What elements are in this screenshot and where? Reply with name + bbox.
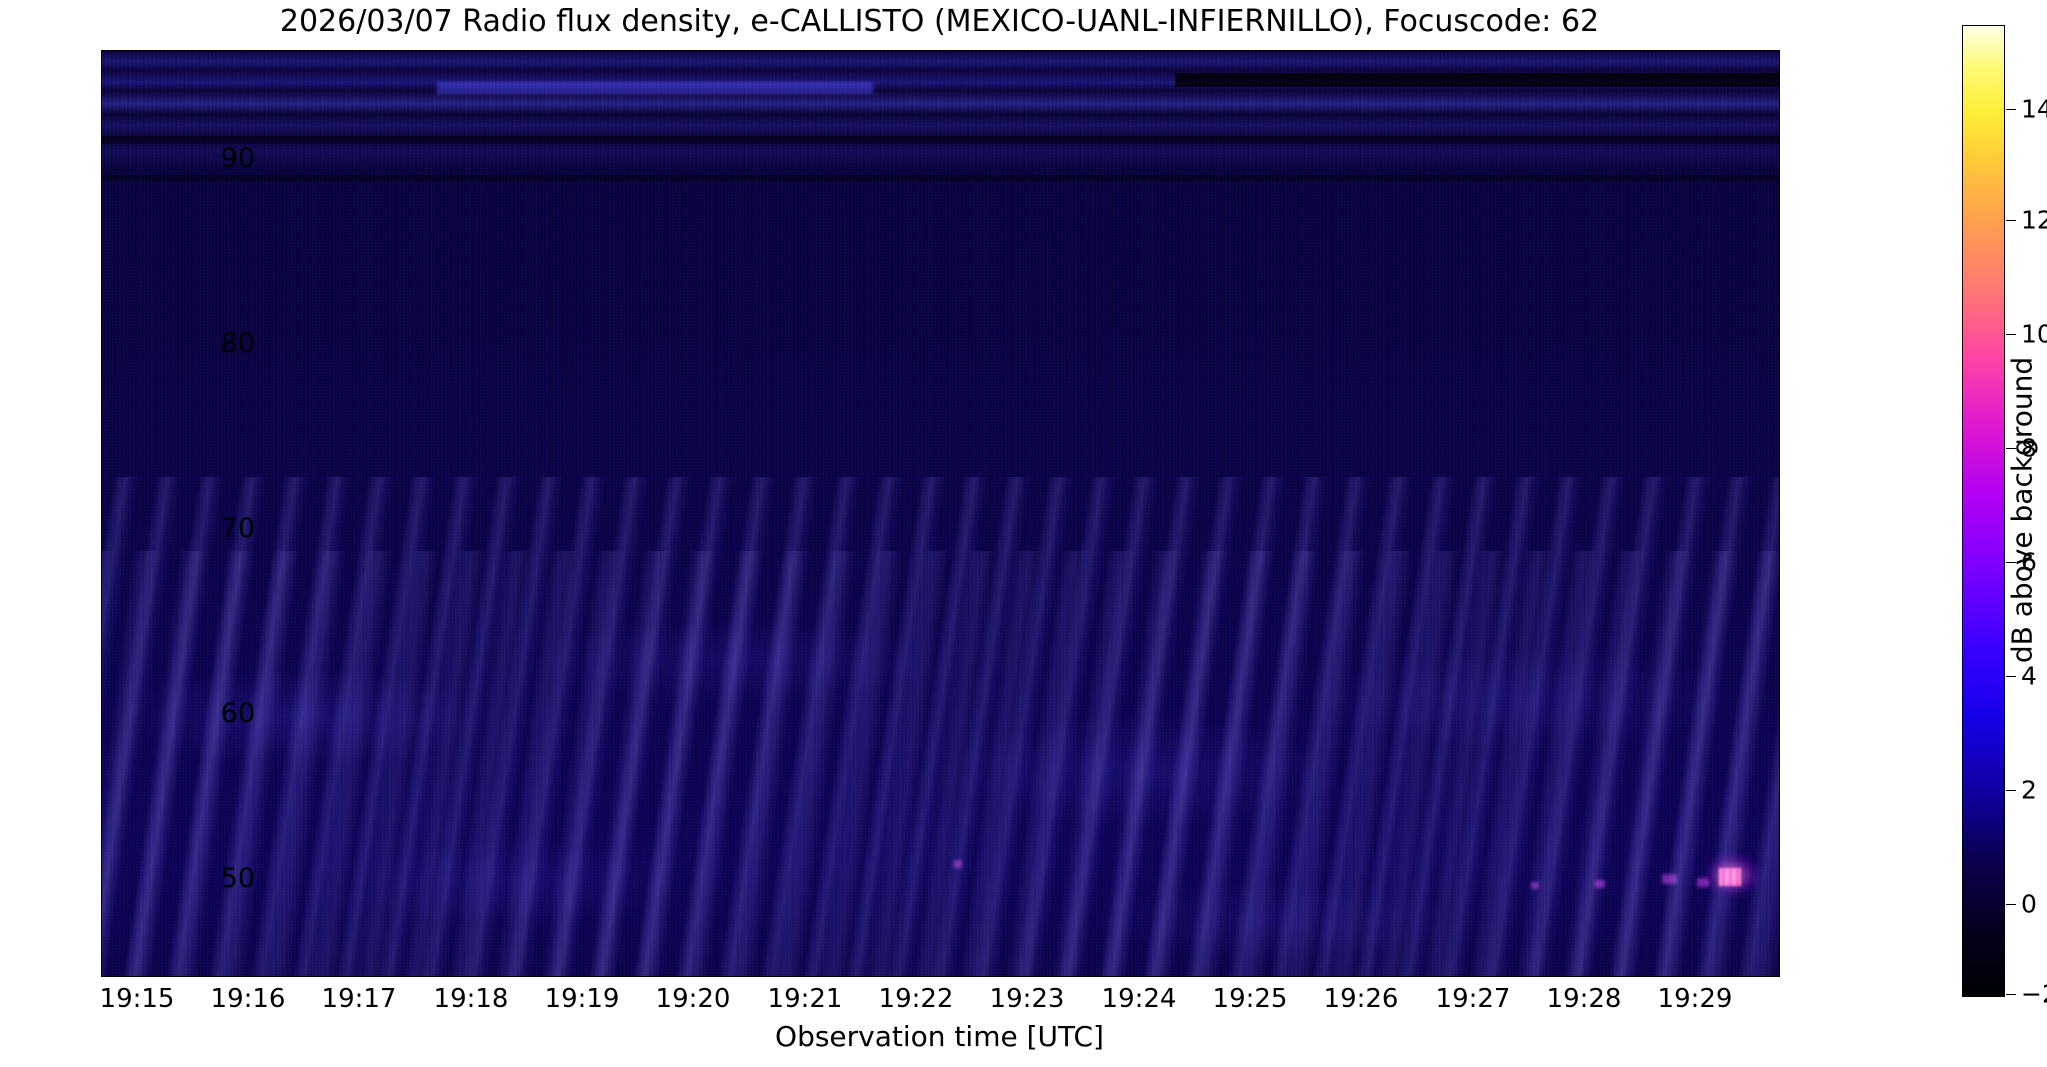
colorbar-label-6: 6 [2021,547,2037,577]
y-tick-60 [101,714,102,715]
x-tick-1915 [138,976,139,977]
colorbar-tick-8 [2006,448,2016,449]
page-title: 2026/03/07 Radio flux density, e-CALLIST… [279,4,1600,39]
x-tick-label-1929: 19:29 [1657,984,1733,1014]
y-tick-label-70: 70 [220,513,255,544]
x-tick-label-1915: 19:15 [99,984,175,1014]
dark-rfi-bar-secondary [102,136,1779,145]
drift-stripes-secondary [102,550,1779,976]
colorbar[interactable]: 14 12 10 8 6 4 2 0 −2 [1962,25,2047,1007]
drift-stripes-primary [102,476,1779,976]
minor-burst-c [1594,879,1605,889]
colorbar-tick-4 [2006,676,2016,677]
y-tick-label-90: 90 [220,143,255,174]
colorbar-label-minus2: −2 [2021,979,2047,1009]
x-tick-label-1919: 19:19 [544,984,620,1014]
y-tick-70 [101,529,102,530]
colorbar-label-0: 0 [2021,889,2037,919]
x-tick-1928 [1585,976,1586,977]
spectrogram-image [102,51,1779,976]
colorbar-label-10: 10 [2021,319,2047,349]
x-tick-label-1922: 19:22 [878,984,954,1014]
colorbar-label-8: 8 [2021,433,2037,463]
rfi-band-region [102,51,1779,172]
x-tick-1917 [360,976,361,977]
x-tick-label-1923: 19:23 [989,984,1065,1014]
colorbar-tick-14 [2006,109,2016,110]
spectrogram-time-noise-dark [102,51,1779,976]
x-tick-1926 [1362,976,1363,977]
colorbar-axis-label: dB above background [2005,356,2039,664]
x-tick-1920 [694,976,695,977]
x-tick-label-1925: 19:25 [1212,984,1288,1014]
spectrogram-plot-area[interactable] [101,50,1780,977]
bright-streak-1919 [437,82,874,95]
x-tick-1924 [1140,976,1141,977]
y-tick-50 [101,879,102,880]
x-tick-1918 [472,976,473,977]
minor-burst-b [1696,877,1709,888]
x-tick-label-1921: 19:21 [767,984,843,1014]
x-tick-label-1924: 19:24 [1101,984,1177,1014]
y-tick-label-50: 50 [220,863,255,894]
x-tick-1916 [249,976,250,977]
x-tick-1921 [806,976,807,977]
x-tick-label-1927: 19:27 [1435,984,1511,1014]
x-tick-1922 [917,976,918,977]
y-tick-label-80: 80 [220,328,255,359]
rfi-band-speckle [102,51,1779,172]
x-tick-label-1920: 19:20 [655,984,731,1014]
bright-burst [1718,867,1742,887]
spectrogram-channel-noise [102,51,1779,976]
colorbar-label-12: 12 [2021,205,2047,235]
colorbar-tick-10 [2006,334,2016,335]
x-tick-label-1926: 19:26 [1323,984,1399,1014]
y-tick-90 [101,159,102,160]
colorbar-tick-6 [2006,562,2016,563]
colorbar-tick-0 [2006,904,2016,905]
minor-burst-a [1661,874,1677,885]
x-tick-label-1917: 19:17 [321,984,397,1014]
colorbar-label-4: 4 [2021,661,2037,691]
spectrogram-time-noise [102,51,1779,976]
dark-rfi-bar-tertiary [102,174,1779,182]
x-tick-1929 [1696,976,1697,977]
colorbar-tick-12 [2006,220,2016,221]
x-tick-label-1918: 19:18 [433,984,509,1014]
x-tick-label-1916: 19:16 [210,984,286,1014]
x-tick-1925 [1251,976,1252,977]
x-tick-label-1928: 19:28 [1546,984,1622,1014]
minor-burst-d [1530,881,1540,890]
spectrogram-mottle-layer [102,51,1779,976]
dark-rfi-bar [1175,73,1779,88]
x-tick-1919 [583,976,584,977]
colorbar-label-2: 2 [2021,775,2037,805]
x-tick-1923 [1028,976,1029,977]
x-tick-1927 [1474,976,1475,977]
colorbar-label-14: 14 [2021,94,2047,124]
y-tick-label-60: 60 [220,698,255,729]
colorbar-tick-minus2 [2006,994,2016,995]
y-tick-80 [101,344,102,345]
colorbar-tick-2 [2006,790,2016,791]
minor-burst-e [953,860,963,868]
x-axis-label: Observation time [UTC] [775,1020,1104,1053]
spectrogram-background-layer [102,51,1779,976]
